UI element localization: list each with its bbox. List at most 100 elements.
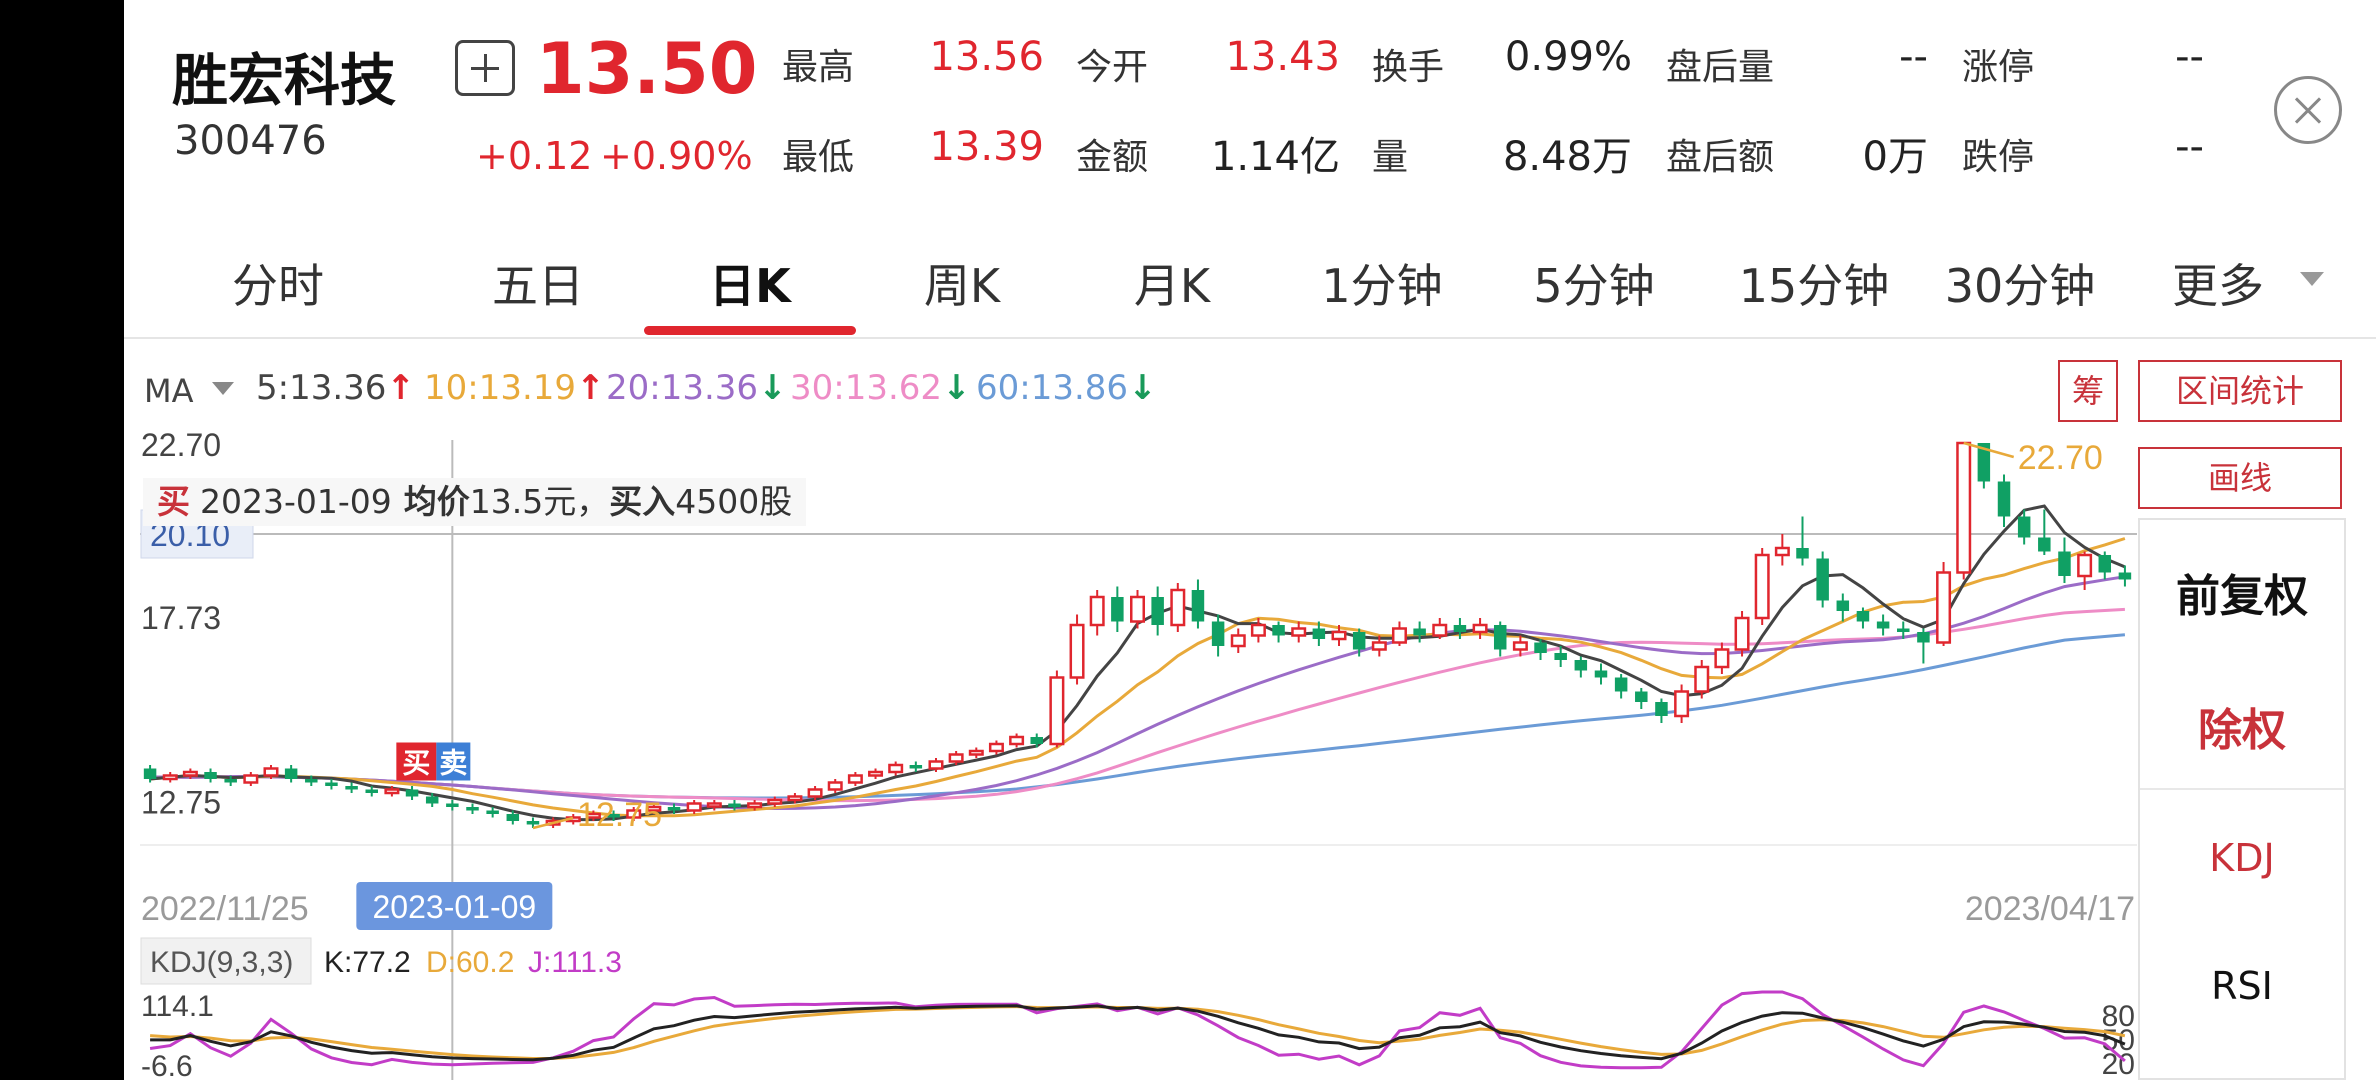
price-change: +0.12	[476, 134, 593, 178]
turnover-value: 0.99%	[1504, 34, 1632, 80]
after-vol-value: --	[1899, 34, 1928, 80]
tab-15min[interactable]: 15分钟	[1738, 259, 1890, 313]
up-arrow-icon: ↑	[576, 368, 605, 408]
kdj-label-box	[140, 937, 312, 985]
candle-body-up	[1734, 616, 1750, 651]
candle-body-down	[2038, 537, 2051, 552]
add-watchlist-button[interactable]	[455, 40, 515, 96]
candle-body-up	[747, 802, 763, 809]
candle-body-down	[1211, 621, 1225, 646]
candle-body-up	[1956, 441, 1972, 574]
candle-body-up	[1512, 641, 1528, 651]
candle-body-down	[425, 796, 439, 804]
chevron-down-icon[interactable]	[2300, 272, 2324, 286]
tab-30min[interactable]: 30分钟	[1944, 259, 2096, 313]
candle-body-down	[909, 765, 923, 769]
candle-body-up	[1674, 690, 1690, 718]
ma10-line	[149, 537, 2126, 818]
close-icon[interactable]	[2274, 76, 2342, 144]
candle-body-up	[1170, 588, 1186, 627]
tab-wuri[interactable]: 五日	[492, 259, 584, 313]
range-stats-button[interactable]: 区间统计	[2138, 360, 2342, 422]
candle-body-down	[1897, 628, 1910, 632]
sell-marker-label: 卖	[439, 747, 467, 780]
candle-body-up	[1291, 627, 1307, 637]
ma5-value: 5:13.36↑	[256, 368, 415, 408]
limit-up-value: --	[2175, 34, 2204, 80]
kdj-k-value: K:77.2	[324, 946, 411, 979]
amount-value: 1.14亿	[1210, 134, 1340, 180]
buy-marker	[396, 742, 437, 781]
start-date-label: 2022/11/25	[141, 890, 309, 928]
crosshair-date-label: 2023-01-09	[373, 889, 537, 925]
after-amount-label: 盘后额	[1666, 137, 1775, 178]
candle-body-down	[1655, 702, 1668, 716]
limit-down-label: 跌停	[1962, 137, 2035, 178]
tab-5min[interactable]: 5分钟	[1533, 259, 1655, 313]
stock-name: 胜宏科技	[172, 49, 396, 114]
candle-body-up	[1754, 553, 1770, 620]
tab-more[interactable]: 更多	[2172, 259, 2264, 313]
amount-label: 金额	[1076, 137, 1149, 178]
candle-body-up	[1089, 595, 1105, 627]
buy-qty-text: 4500股	[675, 482, 793, 521]
candle-body-down	[1816, 558, 1829, 601]
candle-body-up	[807, 788, 823, 798]
low-label: 最低	[782, 137, 855, 178]
limit-up-label: 涨停	[1962, 47, 2035, 88]
candle-body-down	[1151, 597, 1164, 625]
candle-body-up	[1371, 641, 1387, 651]
max-pointer	[1963, 441, 2015, 459]
rsi-option[interactable]: RSI	[2211, 964, 2273, 1008]
chevron-down-icon[interactable]	[212, 382, 234, 395]
ma60-value: 60:13.86↓	[976, 368, 1157, 408]
candle-body-up	[767, 798, 783, 805]
up-arrow-icon: ↑	[386, 368, 415, 408]
candle-body-down	[1111, 597, 1124, 622]
candle-body-up	[1009, 735, 1025, 746]
indicator-side-panel: 前复权 除权 KDJ RSI	[2138, 518, 2346, 1080]
tab-1min[interactable]: 1分钟	[1321, 259, 1443, 313]
tab-fenshi[interactable]: 分时	[232, 259, 324, 313]
kdj-option[interactable]: KDJ	[2209, 836, 2275, 880]
min-price-label: 12.75	[577, 796, 662, 834]
kdj-tick-80: 80	[2102, 1000, 2135, 1033]
ex-rights-option[interactable]: 除权	[2198, 705, 2286, 756]
active-tab-indicator	[644, 326, 856, 335]
candle-body-up	[263, 767, 279, 777]
high-label: 最高	[782, 47, 855, 88]
tab-yuek[interactable]: 月K	[1133, 259, 1211, 313]
open-label: 今开	[1076, 47, 1149, 88]
candle-body-up	[1130, 595, 1145, 623]
draw-line-button[interactable]: 画线	[2138, 447, 2342, 509]
candle-body-up	[1331, 630, 1347, 641]
y-tick-label: 22.70	[141, 427, 221, 463]
candle-body-down	[1191, 590, 1205, 622]
candle-body-down	[1453, 625, 1467, 632]
candle-body-down	[2017, 516, 2031, 538]
chip-distribution-button[interactable]: 筹	[2058, 360, 2118, 422]
candle-body-down	[1554, 653, 1567, 660]
candle-body-down	[1635, 691, 1648, 702]
candle-body-down	[506, 814, 520, 821]
open-value: 13.43	[1225, 34, 1340, 80]
avg-price-text: 13.5元，	[469, 482, 610, 521]
tab-rik[interactable]: 日K	[709, 259, 791, 313]
tab-zhouk[interactable]: 周K	[923, 259, 1001, 313]
candle-body-up	[1049, 676, 1065, 746]
forward-adjust-option[interactable]: 前复权	[2176, 571, 2308, 622]
ma-selector[interactable]: MA	[144, 372, 194, 410]
candle-body-up	[585, 812, 601, 819]
current-price: 13.50	[536, 28, 758, 110]
trade-date: 2023-01-09	[200, 482, 392, 521]
candle-body-down	[667, 807, 681, 811]
candle-body-down	[1352, 632, 1366, 650]
buy-label: 买入	[609, 482, 676, 521]
candle-body-down	[224, 779, 237, 783]
kdj-j-value: J:111.3	[528, 946, 622, 979]
candle-body-up	[787, 795, 803, 802]
divider	[2140, 788, 2344, 790]
y-tick-label: 17.73	[141, 600, 221, 636]
candle-body-up	[646, 805, 662, 812]
